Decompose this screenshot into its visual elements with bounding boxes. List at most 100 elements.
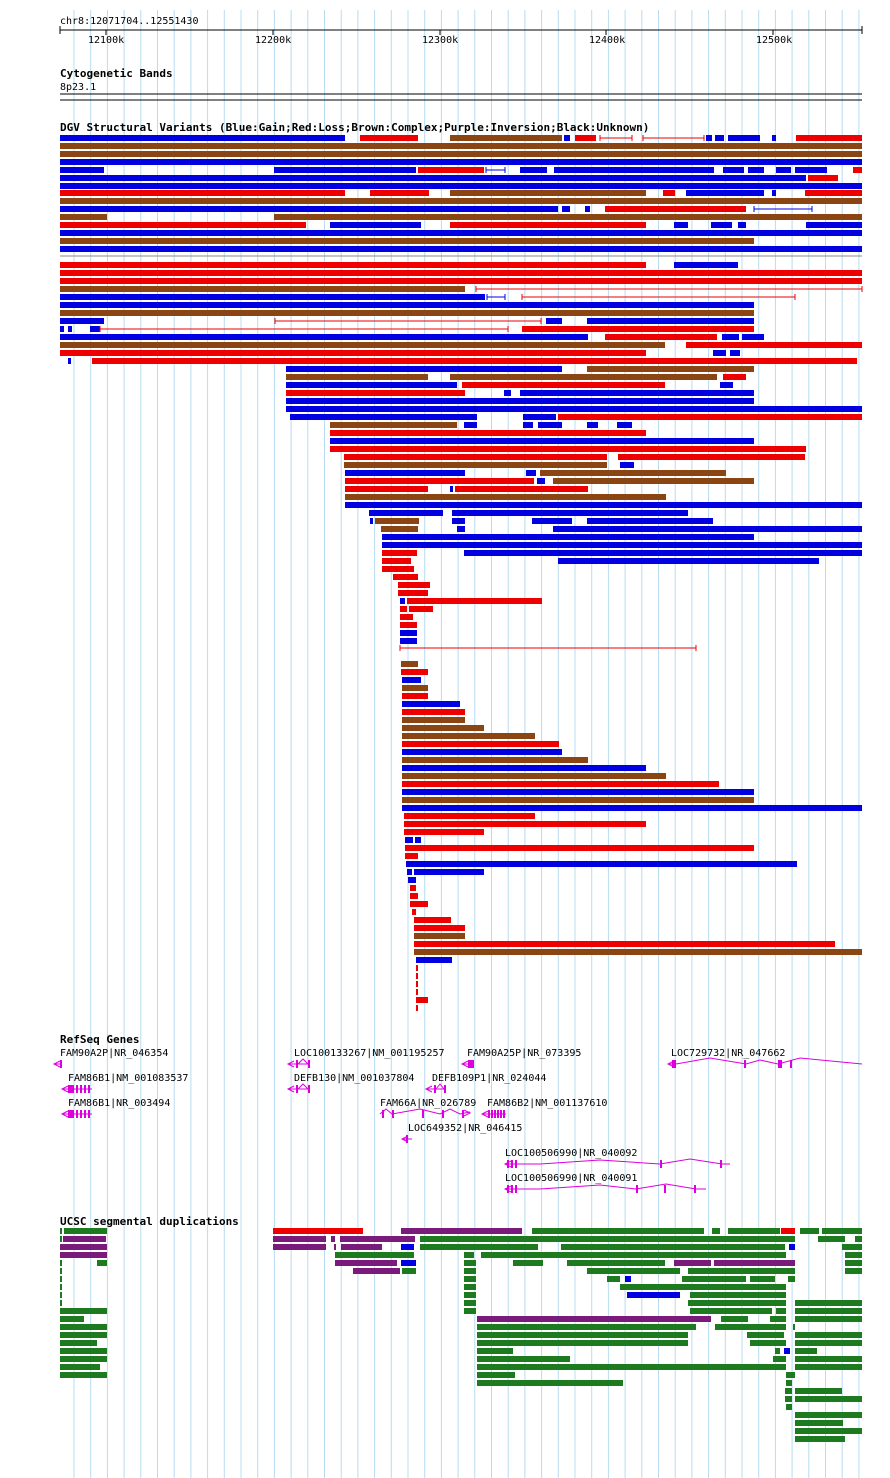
- segdup-feature: [789, 1244, 795, 1250]
- segdup-feature: [464, 1252, 474, 1258]
- dgv-variant-bar: [402, 781, 719, 787]
- dgv-variant-bar: [60, 262, 646, 268]
- dgv-variant-bar: [402, 789, 754, 795]
- segdup-feature: [721, 1316, 748, 1322]
- gene-intron-line: [480, 1110, 489, 1118]
- dgv-variant-bar: [370, 518, 373, 524]
- dgv-variant-bar: [464, 550, 862, 556]
- dgv-variant-bar: [402, 709, 465, 715]
- segdup-feature: [728, 1228, 780, 1234]
- dgv-variant-bar: [412, 909, 416, 915]
- gene-exon: [664, 1185, 666, 1193]
- segdup-track[interactable]: UCSC segmental duplications: [60, 1215, 862, 1442]
- gene-exon: [80, 1110, 82, 1118]
- gene-label: DEFB109P1|NR_024044: [432, 1073, 546, 1084]
- segdup-feature: [775, 1348, 780, 1354]
- dgv-variant-bar: [402, 733, 535, 739]
- ruler-tick-label: 12100k: [88, 35, 124, 46]
- dgv-variant-bar: [330, 222, 421, 228]
- dgv-variant-bar: [806, 222, 862, 228]
- refseq-genes-track[interactable]: RefSeq Genes FAM90A2P|NR_046354 FAM86B1|…: [52, 1033, 863, 1193]
- segdup-feature: [688, 1268, 795, 1274]
- gene-exon: [694, 1185, 696, 1193]
- gene-exon: [468, 1060, 474, 1068]
- gene-exon: [88, 1085, 90, 1093]
- dgv-variant-bar: [546, 318, 562, 324]
- dgv-variant-bar: [414, 917, 451, 923]
- dgv-variant-bar: [345, 494, 666, 500]
- coordinate-ruler[interactable]: chr8:12071704..12551430 12100k 12200k 12…: [59, 16, 863, 46]
- gene-intron-line: [297, 1058, 309, 1065]
- segdup-feature: [477, 1324, 696, 1330]
- dgv-variant-bar: [60, 135, 345, 141]
- dgv-variant-bar: [414, 925, 465, 931]
- segdup-feature: [477, 1356, 570, 1362]
- segdup-feature: [842, 1244, 862, 1250]
- segdup-feature: [335, 1252, 414, 1258]
- dgv-variant-bar: [450, 222, 646, 228]
- gene-label: LOC729732|NR_047662: [671, 1048, 785, 1059]
- dgv-variant-bar: [462, 382, 665, 388]
- dgv-variant-bar: [738, 222, 746, 228]
- dgv-variant-bar: [404, 821, 646, 827]
- gene-exon: [70, 1085, 72, 1093]
- dgv-variant-bar: [416, 1005, 418, 1011]
- segdup-feature: [60, 1236, 62, 1242]
- dgv-variant-bar: [457, 526, 465, 532]
- dgv-variant-bar: [60, 310, 754, 316]
- dgv-variant-bar: [393, 574, 418, 580]
- dgv-variant-bar: [416, 957, 452, 963]
- dgv-variant-bar: [776, 167, 791, 173]
- gene-intron-line: [505, 1158, 730, 1165]
- segdup-feature: [341, 1244, 382, 1250]
- segdup-feature: [845, 1268, 862, 1274]
- gene-exon: [392, 1110, 394, 1118]
- dgv-variant-bar: [575, 135, 596, 141]
- gene-exon: [442, 1110, 444, 1118]
- segdup-feature: [785, 1388, 792, 1394]
- dgv-variant-bar: [402, 741, 559, 747]
- segdup-feature: [770, 1316, 786, 1322]
- refseq-track-title: RefSeq Genes: [60, 1033, 139, 1046]
- segdup-feature: [773, 1356, 786, 1362]
- ruler-tick-label: 12200k: [255, 35, 291, 46]
- dgv-variant-bar: [369, 510, 443, 516]
- dgv-variant-bar: [558, 414, 862, 420]
- segdup-feature: [715, 1324, 786, 1330]
- dgv-track-title: DGV Structural Variants (Blue:Gain;Red:L…: [60, 121, 649, 134]
- gene-exon: [444, 1085, 446, 1093]
- dgv-variant-bar: [674, 222, 688, 228]
- gene-exon: [60, 1060, 62, 1068]
- gene-label: LOC100506990|NR_040092: [505, 1148, 637, 1159]
- dgv-variant-bar: [853, 167, 862, 173]
- ruler-tick-label: 12400k: [589, 35, 625, 46]
- dgv-variant-bar: [455, 486, 588, 492]
- refseq-gene-features[interactable]: FAM90A2P|NR_046354 FAM86B1|NM_001083537 …: [52, 1048, 863, 1193]
- dgv-variant-bar: [92, 358, 857, 364]
- gene-intron-line: [424, 1085, 433, 1093]
- segdup-feature: [785, 1396, 792, 1402]
- dgv-variant-bar: [400, 638, 417, 644]
- gene-label: LOC649352|NR_046415: [408, 1123, 522, 1134]
- dgv-variant-features[interactable]: [60, 135, 863, 1011]
- segdup-feature: [795, 1300, 862, 1306]
- dgv-track[interactable]: DGV Structural Variants (Blue:Gain;Red:L…: [60, 121, 863, 1011]
- dgv-variant-bar: [60, 230, 862, 236]
- dgv-variant-bar: [60, 238, 754, 244]
- segdup-feature: [273, 1236, 326, 1242]
- gene-exon: [296, 1085, 298, 1093]
- gene-label: LOC100506990|NR_040091: [505, 1173, 637, 1184]
- dgv-variant-bar: [60, 302, 754, 308]
- segdup-features[interactable]: [60, 1228, 862, 1442]
- gene-exon: [84, 1085, 86, 1093]
- dgv-variant-bar: [538, 422, 562, 428]
- cytoband-track[interactable]: Cytogenetic Bands 8p23.1: [60, 67, 862, 101]
- segdup-feature: [625, 1276, 631, 1282]
- dgv-variant-bar: [553, 478, 754, 484]
- segdup-feature: [401, 1244, 414, 1250]
- dgv-variant-bar: [711, 222, 732, 228]
- gene-arrow: [463, 1109, 472, 1117]
- gene-exon: [80, 1085, 82, 1093]
- dgv-variant-bar: [450, 486, 453, 492]
